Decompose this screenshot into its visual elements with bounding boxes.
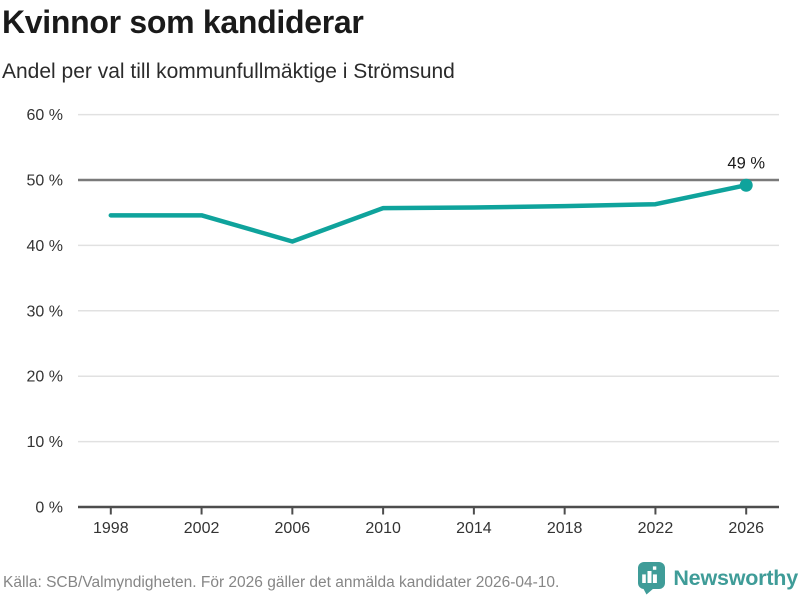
newsworthy-brand: Newsworthy	[638, 562, 798, 595]
value-annotation: 49 %	[727, 155, 765, 173]
x-axis-label: 2022	[638, 520, 674, 537]
page-title: Kvinnor som kandiderar	[2, 4, 364, 40]
data-line	[108, 182, 749, 244]
y-axis-label: 30 %	[27, 303, 63, 320]
data-point-last	[739, 178, 753, 192]
chart-subtitle: Andel per val till kommunfullmäktige i S…	[2, 60, 455, 83]
y-axis-label: 20 %	[27, 369, 63, 386]
x-axis-label: 2002	[184, 520, 220, 537]
newsworthy-wordmark: Newsworthy	[673, 566, 798, 590]
x-axis-label: 2018	[547, 520, 583, 537]
newsworthy-logo-icon	[638, 562, 666, 595]
source-note: Källa: SCB/Valmyndigheten. För 2026 gäll…	[3, 574, 560, 591]
y-axis-label: 40 %	[27, 238, 63, 255]
y-axis-label: 10 %	[27, 434, 63, 451]
y-axis-label: 60 %	[27, 107, 63, 124]
y-axis-label: 0 %	[35, 500, 63, 517]
y-axis-label: 50 %	[27, 173, 63, 190]
x-axis-label: 2006	[275, 520, 311, 537]
x-axis-label: 2014	[456, 520, 492, 537]
x-axis-label: 2026	[728, 520, 764, 537]
x-axis-label: 2010	[365, 520, 401, 537]
x-axis-label: 1998	[93, 520, 129, 537]
